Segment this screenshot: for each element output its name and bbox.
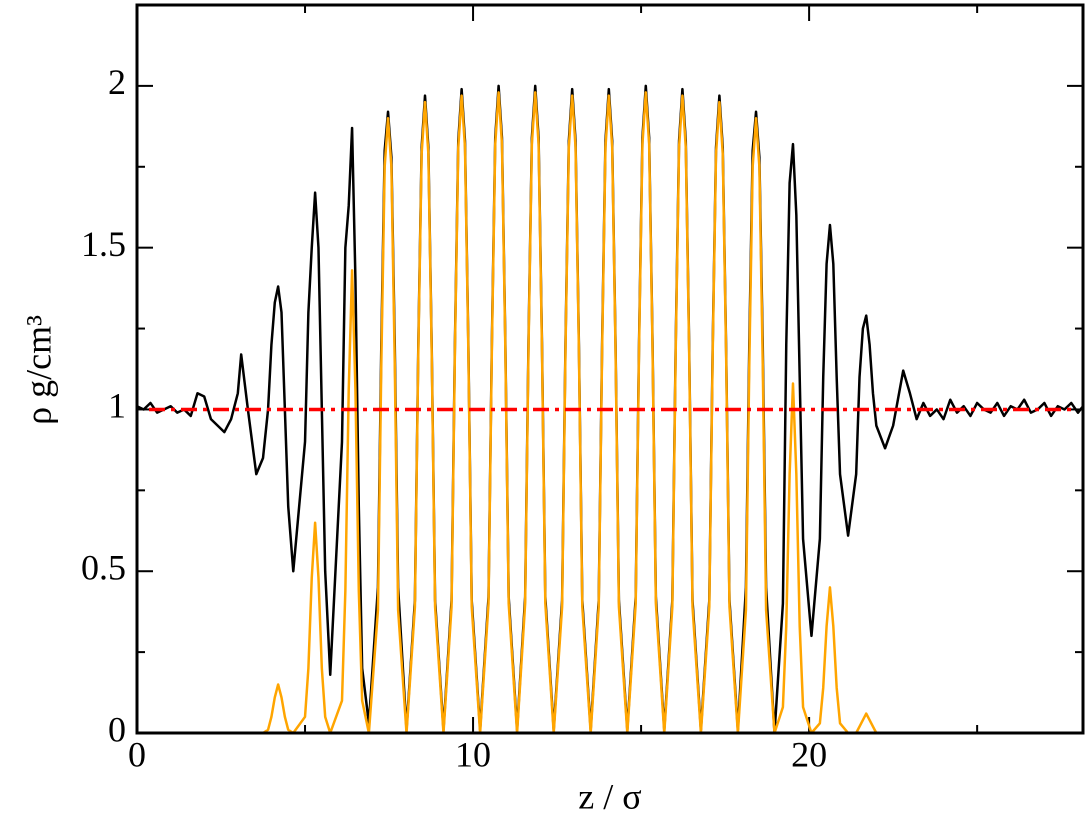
- series-line: [237, 91, 944, 735]
- x-tick-label: 20: [791, 734, 827, 774]
- y-tick-label: 0.5: [81, 547, 126, 587]
- y-axis-label: ρ g/cm³: [18, 315, 58, 425]
- y-tick-label: 1.5: [81, 224, 126, 264]
- y-tick-label: 0: [108, 709, 126, 749]
- plot-frame: [135, 3, 1085, 735]
- y-tick-label: 1: [108, 386, 126, 426]
- x-tick-label: 0: [128, 734, 146, 774]
- y-tick-label: 2: [108, 62, 126, 102]
- x-axis-label: z / σ: [578, 776, 641, 816]
- x-tick-label: 10: [455, 734, 491, 774]
